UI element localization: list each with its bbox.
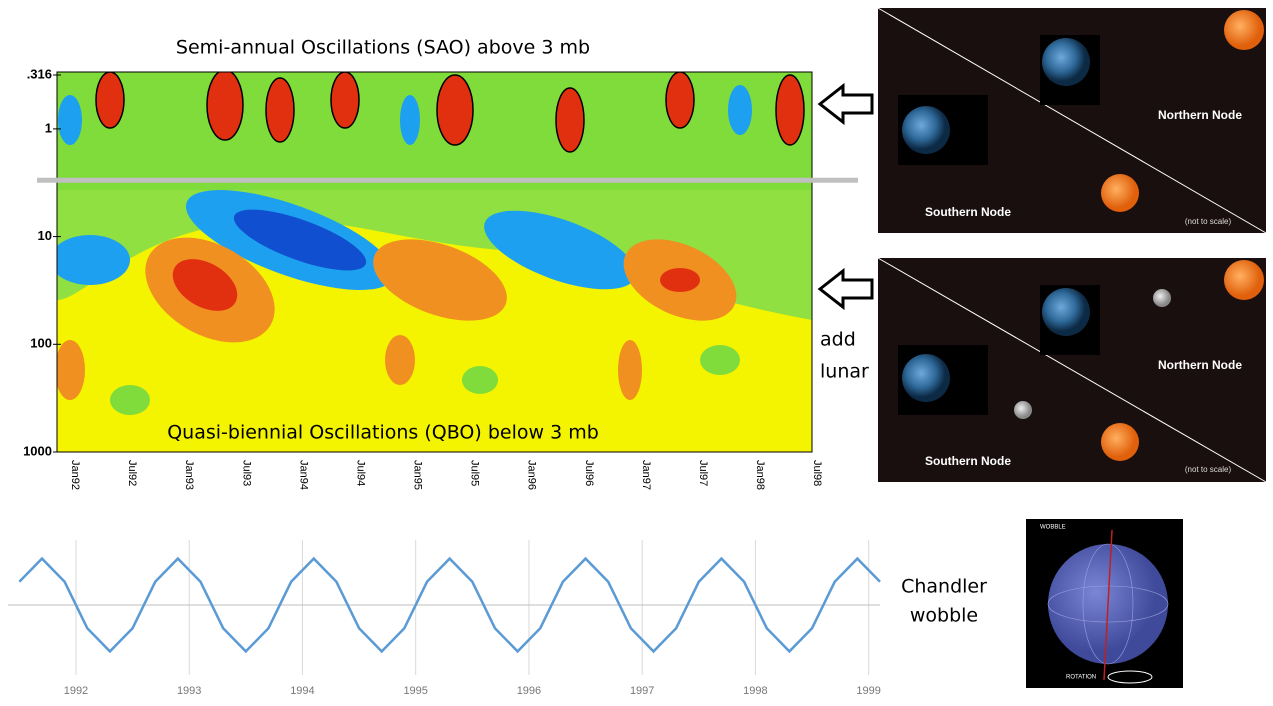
x-tick-label: Jan97 — [640, 460, 652, 490]
scale-note: (not to scale) — [1185, 217, 1232, 226]
x-tick-label: Jul97 — [697, 460, 709, 486]
chart-title: Semi-annual Oscillations (SAO) above 3 m… — [176, 37, 590, 59]
x-tick-label: 1993 — [177, 685, 201, 697]
wobble-label: wobble — [910, 605, 978, 627]
x-tick-label: 1998 — [743, 685, 767, 697]
x-tick-label: 1994 — [290, 685, 314, 697]
y-tick-label: .316 — [27, 66, 52, 81]
y-tick-label: 1000 — [23, 443, 52, 458]
x-tick-label: Jul98 — [811, 460, 823, 486]
contour-chart: Semi-annual Oscillations (SAO) above 3 m… — [23, 37, 858, 490]
plot-frame — [56, 71, 813, 453]
southern-node: Southern Node — [925, 454, 1011, 468]
southern-node: Southern Node — [925, 205, 1011, 219]
x-tick-label: Jan92 — [69, 460, 81, 490]
x-tick-label: Jan95 — [412, 460, 424, 490]
y-tick-label: 100 — [30, 336, 52, 351]
line-chart: 1992 1993 1994 1995 1996 1997 1998 1999 — [8, 540, 881, 697]
annotation: Quasi-biennial Oscillations (QBO) below … — [167, 422, 599, 444]
wobble-line — [18, 556, 881, 654]
x-tick-label: Jul93 — [240, 460, 252, 486]
lunar-label: lunar — [820, 361, 869, 383]
northern-node: Northern Node — [1158, 358, 1242, 372]
x-tick-label: Jan96 — [526, 460, 538, 490]
x-tick-label: 1999 — [856, 685, 880, 697]
x-tick-label: 1996 — [517, 685, 541, 697]
y-tick-label: 1 — [45, 120, 52, 135]
x-tick-label: Jul92 — [126, 460, 138, 486]
rotation-caption: ROTATION — [1066, 675, 1096, 681]
y-tick-label: 10 — [38, 228, 52, 243]
x-tick-label: 1997 — [630, 685, 654, 697]
node-panel: Northern Node Southern Node (not to scal… — [877, 7, 1267, 234]
northern-node: Northern Node — [1158, 108, 1242, 122]
x-tick-label: Jan94 — [297, 460, 309, 490]
globe-figure: WOBBLE ROTATION — [1026, 519, 1183, 688]
x-tick-label: Jul95 — [469, 460, 481, 486]
x-tick-label: Jan98 — [754, 460, 766, 490]
wobble-caption: WOBBLE — [1040, 525, 1066, 531]
x-tick-label: Jan93 — [183, 460, 195, 490]
x-tick-label: Jul96 — [583, 460, 595, 486]
add-label: add — [820, 329, 856, 351]
x-tick-label: 1995 — [403, 685, 427, 697]
x-tick-label: 1992 — [64, 685, 88, 697]
contour-field — [57, 72, 812, 452]
scale-note: (not to scale) — [1185, 465, 1232, 474]
chandler-label: Chandler — [901, 576, 987, 598]
arrows — [817, 82, 874, 311]
node-panel: Northern Node Southern Node (not to scal… — [877, 257, 1267, 483]
x-tick-label: Jul94 — [354, 460, 366, 486]
